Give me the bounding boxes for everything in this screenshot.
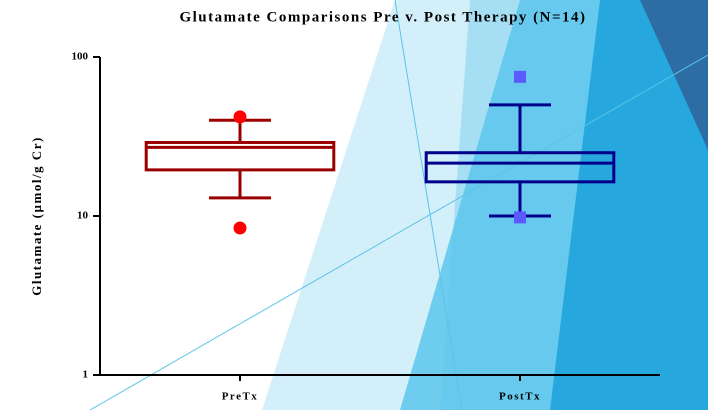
outlier xyxy=(233,221,247,235)
outlier xyxy=(233,110,247,124)
y-tick-label: 10 xyxy=(77,210,89,222)
box xyxy=(424,151,616,184)
y-axis-label: Glutamate (µmol/g Cr) xyxy=(29,136,44,296)
x-tick-label: PreTx xyxy=(222,391,259,403)
chart-title: Glutamate Comparisons Pre v. Post Therap… xyxy=(179,9,586,25)
y-tick-label: 1 xyxy=(83,369,89,381)
box xyxy=(144,140,336,172)
x-tick-label: PostTx xyxy=(499,391,541,403)
outlier xyxy=(514,70,526,83)
outlier xyxy=(514,211,526,224)
background-decoration xyxy=(89,0,708,410)
y-tick-label: 100 xyxy=(72,51,89,63)
